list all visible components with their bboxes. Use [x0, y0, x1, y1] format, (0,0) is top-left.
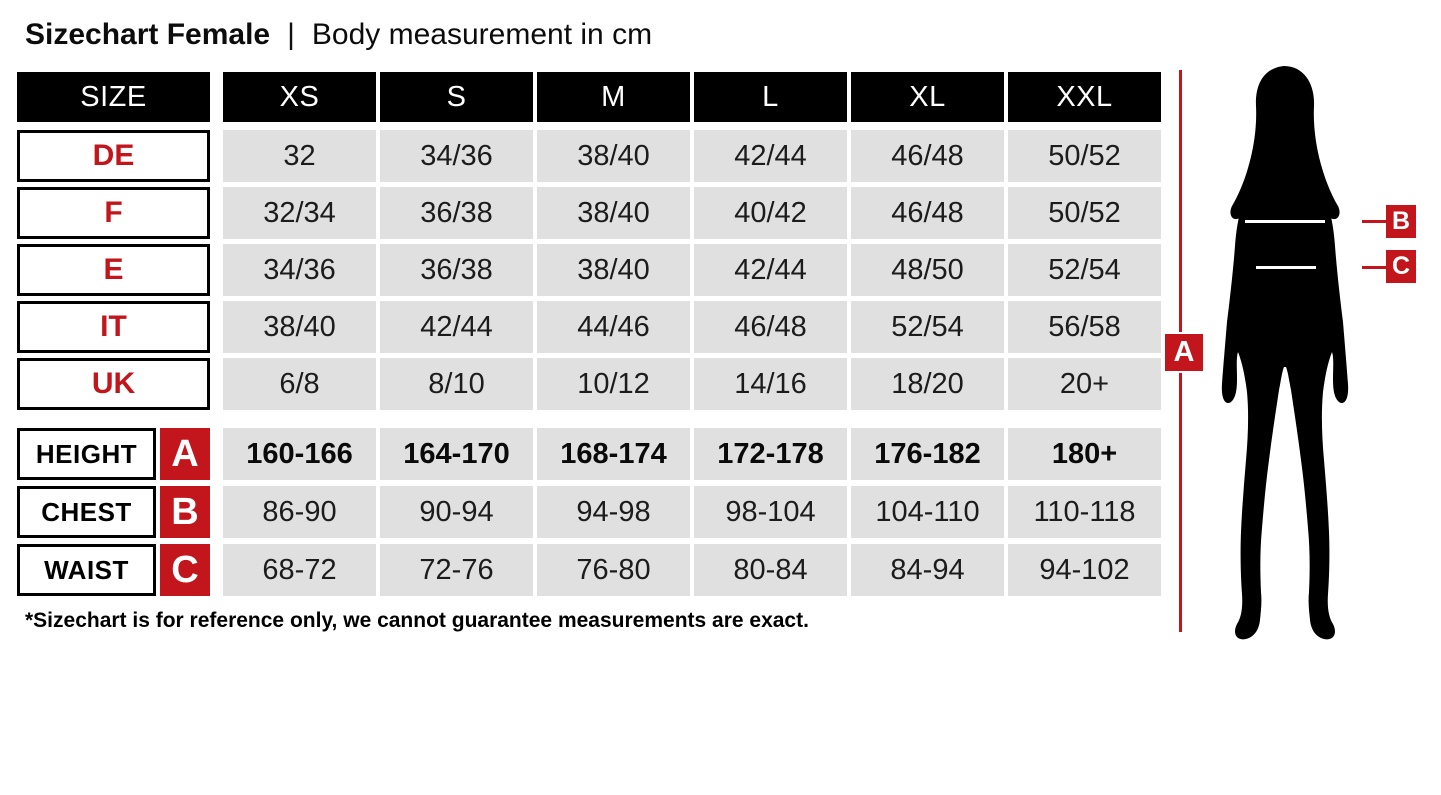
chest-measure-line	[1245, 220, 1325, 223]
table-cell: 42/44	[694, 244, 847, 296]
table-cell: 38/40	[537, 130, 690, 182]
table-cell: 168-174	[537, 428, 690, 480]
table-row-uk: UK 6/8 8/10 10/12 14/16 18/20 20+	[17, 358, 1161, 410]
column-header-l: L	[694, 72, 847, 122]
table-cell: 46/48	[851, 130, 1004, 182]
table-cell: 180+	[1008, 428, 1161, 480]
table-cell: 68-72	[223, 544, 376, 596]
table-cell: 52/54	[851, 301, 1004, 353]
row-label-e: E	[17, 244, 210, 296]
column-header-xl: XL	[851, 72, 1004, 122]
table-cell: 172-178	[694, 428, 847, 480]
table-cell: 38/40	[223, 301, 376, 353]
table-cell: 40/42	[694, 187, 847, 239]
figure-marker-c: C	[1386, 250, 1416, 283]
row-label-uk: UK	[17, 358, 210, 410]
marker-b-badge: B	[160, 486, 210, 538]
table-row-it: IT 38/40 42/44 44/46 46/48 52/54 56/58	[17, 301, 1161, 353]
table-cell: 8/10	[380, 358, 533, 410]
table-cell: 80-84	[694, 544, 847, 596]
table-cell: 86-90	[223, 486, 376, 538]
table-row-height: HEIGHT A 160-166 164-170 168-174 172-178…	[17, 428, 1161, 480]
table-cell: 164-170	[380, 428, 533, 480]
table-header-row: SIZE XS S M L XL XXL	[17, 72, 1161, 122]
table-cell: 42/44	[694, 130, 847, 182]
table-cell: 94-102	[1008, 544, 1161, 596]
table-cell: 94-98	[537, 486, 690, 538]
column-header-xs: XS	[223, 72, 376, 122]
table-cell: 110-118	[1008, 486, 1161, 538]
figure-marker-b: B	[1386, 205, 1416, 238]
table-cell: 90-94	[380, 486, 533, 538]
table-cell: 38/40	[537, 244, 690, 296]
table-cell: 52/54	[1008, 244, 1161, 296]
page-title: Sizechart Female | Body measurement in c…	[25, 18, 652, 52]
chest-pointer-line	[1362, 220, 1386, 223]
column-header-m: M	[537, 72, 690, 122]
silhouette-hair	[1230, 66, 1340, 220]
table-cell: 38/40	[537, 187, 690, 239]
table-cell: 46/48	[694, 301, 847, 353]
table-cell: 44/46	[537, 301, 690, 353]
column-header-s: S	[380, 72, 533, 122]
table-row-de: DE 32 34/36 38/40 42/44 46/48 50/52	[17, 130, 1161, 182]
figure-marker-a: A	[1165, 334, 1203, 371]
row-label-it: IT	[17, 301, 210, 353]
table-cell: 76-80	[537, 544, 690, 596]
table-cell: 56/58	[1008, 301, 1161, 353]
table-cell: 104-110	[851, 486, 1004, 538]
table-row-waist: WAIST C 68-72 72-76 76-80 80-84 84-94 94…	[17, 544, 1161, 596]
height-indicator-line-bottom	[1179, 373, 1182, 632]
column-header-xxl: XXL	[1008, 72, 1161, 122]
table-row-f: F 32/34 36/38 38/40 40/42 46/48 50/52	[17, 187, 1161, 239]
row-label-f: F	[17, 187, 210, 239]
row-label-height: HEIGHT	[17, 428, 156, 480]
table-row-chest: CHEST B 86-90 90-94 94-98 98-104 104-110…	[17, 486, 1161, 538]
table-cell: 36/38	[380, 187, 533, 239]
table-cell: 98-104	[694, 486, 847, 538]
marker-c-badge: C	[160, 544, 210, 596]
row-label-chest: CHEST	[17, 486, 156, 538]
table-cell: 46/48	[851, 187, 1004, 239]
table-cell: 18/20	[851, 358, 1004, 410]
table-cell: 32	[223, 130, 376, 182]
table-cell: 10/12	[537, 358, 690, 410]
waist-measure-line	[1256, 266, 1316, 269]
table-cell: 50/52	[1008, 187, 1161, 239]
size-header-cell: SIZE	[17, 72, 210, 122]
table-cell: 6/8	[223, 358, 376, 410]
table-row-e: E 34/36 36/38 38/40 42/44 48/50 52/54	[17, 244, 1161, 296]
table-cell: 48/50	[851, 244, 1004, 296]
female-silhouette-figure	[1221, 66, 1349, 640]
table-cell: 36/38	[380, 244, 533, 296]
table-cell: 72-76	[380, 544, 533, 596]
table-cell: 42/44	[380, 301, 533, 353]
row-label-waist: WAIST	[17, 544, 156, 596]
row-label-de: DE	[17, 130, 210, 182]
table-cell: 160-166	[223, 428, 376, 480]
footnote-text: *Sizechart is for reference only, we can…	[25, 609, 809, 632]
sizechart-table: SIZE XS S M L XL XXL DE 32 34/36 38/40 4…	[17, 72, 1161, 633]
table-cell: 176-182	[851, 428, 1004, 480]
table-cell: 84-94	[851, 544, 1004, 596]
table-cell: 14/16	[694, 358, 847, 410]
height-indicator-line-top	[1179, 70, 1182, 332]
silhouette-body	[1221, 156, 1349, 640]
marker-a-badge: A	[160, 428, 210, 480]
table-cell: 34/36	[380, 130, 533, 182]
table-cell: 50/52	[1008, 130, 1161, 182]
title-separator: |	[287, 18, 295, 51]
title-subtitle: Body measurement in cm	[311, 18, 653, 51]
title-main: Sizechart Female	[25, 18, 271, 51]
waist-pointer-line	[1362, 266, 1386, 269]
table-cell: 20+	[1008, 358, 1161, 410]
table-cell: 32/34	[223, 187, 376, 239]
table-cell: 34/36	[223, 244, 376, 296]
